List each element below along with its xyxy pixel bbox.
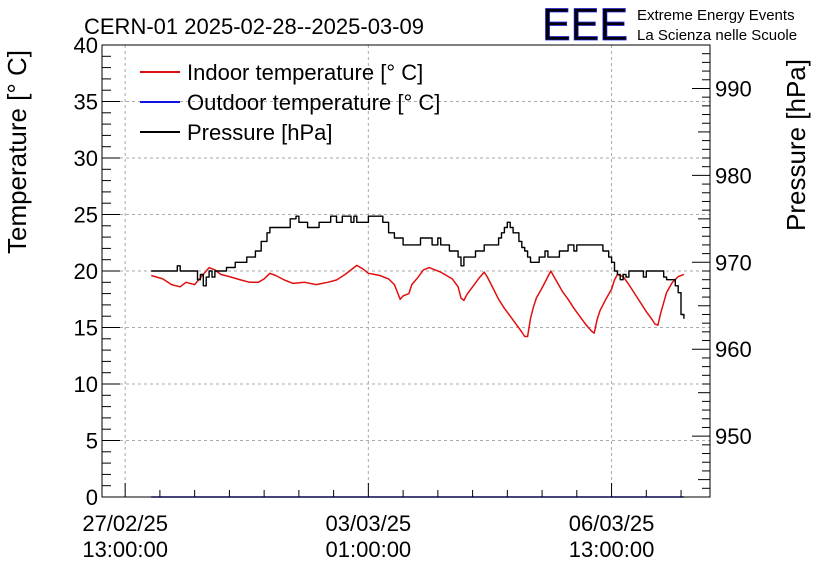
x-tick-time: 13:00:00 [569, 537, 655, 562]
series-line-2 [151, 215, 685, 319]
left-tick-label: 15 [74, 316, 98, 341]
left-axis-label: Temperature [° C] [2, 50, 32, 254]
right-tick-label: 980 [715, 163, 752, 188]
right-tick-label: 960 [715, 337, 752, 362]
grid [102, 45, 710, 497]
right-tick-label: 950 [715, 424, 752, 449]
x-tick-date: 06/03/25 [569, 511, 655, 536]
left-tick-label: 30 [74, 146, 98, 171]
left-tick-label: 5 [86, 429, 98, 454]
left-tick-label: 25 [74, 203, 98, 228]
legend-label-1: Outdoor temperature [° C] [187, 90, 440, 115]
left-tick-label: 0 [86, 485, 98, 510]
branding-line-1: Extreme Energy Events [637, 7, 795, 24]
right-axis-label: Pressure [hPa] [781, 59, 811, 231]
branding-line-2: La Scienza nelle Scuole [637, 27, 797, 44]
right-axis: 950 960 970 980 990 [692, 44, 752, 498]
x-axis: 27/02/2513:00:0003/03/2501:00:0006/03/25… [82, 483, 682, 562]
left-axis: 0 5 10 15 20 25 30 35 40 [74, 33, 120, 510]
eee-logo: EEE [542, 0, 628, 50]
x-tick-time: 13:00:00 [82, 537, 168, 562]
chart-title: CERN-01 2025-02-28--2025-03-09 [84, 14, 424, 39]
right-tick-label: 990 [715, 76, 752, 101]
x-tick-date: 27/02/25 [82, 511, 168, 536]
legend-label-0: Indoor temperature [° C] [187, 60, 423, 85]
left-tick-label: 40 [74, 33, 98, 58]
left-tick-label: 20 [74, 259, 98, 284]
right-tick-label: 970 [715, 250, 752, 275]
series-line-0 [150, 264, 685, 338]
x-tick-date: 03/03/25 [326, 511, 412, 536]
legend-label-2: Pressure [hPa] [187, 120, 333, 145]
left-tick-label: 35 [74, 90, 98, 115]
legend: Indoor temperature [° C] Outdoor temperat… [140, 60, 440, 145]
left-tick-label: 10 [74, 372, 98, 397]
x-tick-time: 01:00:00 [326, 537, 412, 562]
